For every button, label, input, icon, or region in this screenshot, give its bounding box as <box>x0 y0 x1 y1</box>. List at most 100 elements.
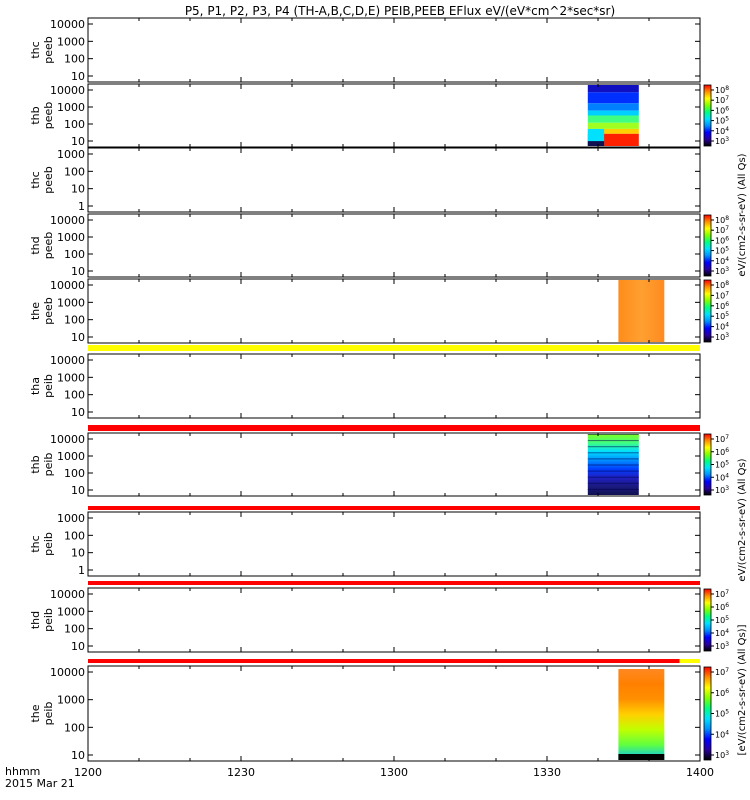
colorbar-tick-label: 107 <box>715 95 729 105</box>
y-tick-label: 10 <box>71 70 85 83</box>
spectrogram-cell <box>587 141 605 146</box>
status-bar-segment <box>88 345 700 351</box>
colorbar-tick-label: 107 <box>715 290 729 300</box>
y-tick-label: 10 <box>71 183 85 196</box>
y-tick-label: 100 <box>64 165 85 178</box>
colorbar-tick-label: 104 <box>715 322 729 332</box>
y-tick-label: 10 <box>71 331 85 344</box>
panel-frame <box>87 147 701 213</box>
spectrogram-line <box>587 458 639 460</box>
y-tick-label: 10 <box>71 406 85 419</box>
colorbar-title: [eV/(cm2-s-sr-eV) (All Qs)] <box>737 624 748 755</box>
colorbar-tick-label: 105 <box>715 311 729 321</box>
x-tick-labels: 1200 1230 1300 1330 1400 <box>74 766 714 779</box>
y-label-probe: the <box>29 302 42 320</box>
y-tick-label: 100 <box>64 623 85 636</box>
panel-frame <box>87 353 701 419</box>
spectrogram-cell <box>587 85 639 93</box>
y-tick-label: 10 <box>71 547 85 560</box>
spectrogram-cell <box>618 669 665 760</box>
panel-thb-peib: 10000 1000 100 10 thb peib 107 106 105 104 103 <box>29 432 729 510</box>
colorbar-tick-label: 104 <box>715 628 729 638</box>
y-tick-label: 100 <box>64 118 85 131</box>
status-bar-segment <box>88 425 700 431</box>
y-label-probe: thd <box>29 236 42 254</box>
colorbar-tick-label: 107 <box>715 667 729 677</box>
colorbar-tick-label: 104 <box>715 472 729 482</box>
colorbar-tick-label: 103 <box>715 266 729 276</box>
colorbar <box>703 666 712 761</box>
y-tick-label: 1000 <box>57 371 85 384</box>
spectrogram-line <box>587 482 639 484</box>
y-tick-label: 1000 <box>57 148 85 161</box>
colorbar-tick-label: 106 <box>715 105 729 115</box>
colorbar-tick-label: 106 <box>715 235 729 245</box>
status-bar-segment <box>88 659 680 663</box>
spectrogram-cell <box>587 110 639 116</box>
spectrogram-cell <box>618 280 665 342</box>
y-label-instrument: peib <box>42 608 55 632</box>
spectrogram-line <box>587 434 639 435</box>
colorbar-tick-label: 105 <box>715 116 729 126</box>
y-label-instrument: peeb <box>42 232 55 260</box>
y-tick-label: 1000 <box>57 605 85 618</box>
colorbar-tick-label: 108 <box>715 280 729 290</box>
y-tick-label: 10000 <box>50 214 85 227</box>
colorbar-tick-label: 105 <box>715 246 729 256</box>
colorbar-tick-label: 105 <box>715 460 729 470</box>
y-tick-label: 100 <box>64 389 85 402</box>
colorbar-tick-label: 103 <box>715 332 729 342</box>
colorbar-tick-label: 103 <box>715 485 729 495</box>
y-tick-label: 10 <box>71 640 85 653</box>
y-label-probe: thc <box>29 171 42 188</box>
y-tick-label: 100 <box>64 314 85 327</box>
colorbar <box>703 588 712 652</box>
y-tick-label: 10 <box>71 749 85 762</box>
y-label-probe: thc <box>29 41 42 58</box>
spectrogram-line <box>587 476 639 478</box>
y-tick-label: 10000 <box>50 588 85 601</box>
colorbar-tick-label: 103 <box>715 136 729 146</box>
spectrogram-cell <box>587 122 639 129</box>
colorbar-tick-label: 104 <box>715 126 729 136</box>
spectrogram-line <box>587 452 639 454</box>
y-tick-label: 100 <box>64 529 85 542</box>
panel-frame <box>87 511 701 577</box>
y-tick-label: 10000 <box>50 279 85 292</box>
colorbar <box>703 279 712 343</box>
y-tick-label: 1000 <box>57 450 85 463</box>
y-tick-label: 1000 <box>57 35 85 48</box>
spectrogram-cell <box>587 115 639 123</box>
y-tick-label: 10 <box>71 135 85 148</box>
x-tick-label: 1330 <box>533 766 561 779</box>
y-label-probe: tha <box>29 377 42 395</box>
panel-frame <box>87 665 701 762</box>
y-label-probe: thd <box>29 611 42 629</box>
spectrogram-cell <box>587 128 639 134</box>
y-tick-label: 1000 <box>57 101 85 114</box>
status-bar-segment <box>679 659 700 663</box>
status-bar-segment <box>88 581 700 585</box>
panel-the-peib: 10000 1000 100 10 the peib 107 106 105 104 103 <box>29 665 729 762</box>
colorbar-tick-label: 107 <box>715 225 729 235</box>
colorbar-tick-label: 108 <box>715 215 729 225</box>
colorbar-title: eV/(cm2-s-sr-eV) (All Qs) <box>737 153 748 276</box>
colorbar-tick-label: 106 <box>715 688 729 698</box>
y-label-instrument: peib <box>42 374 55 398</box>
colorbar-tick-label: 104 <box>715 256 729 266</box>
y-tick-label: 1000 <box>57 512 85 525</box>
y-label-instrument: peeb <box>42 36 55 64</box>
panel-thc-peib: 1000 100 10 1 thc peib <box>29 511 701 585</box>
x-tick-label: 1400 <box>686 766 714 779</box>
x-corner-label-hhmm: hhmm <box>5 765 40 778</box>
y-label-instrument: peib <box>42 702 55 726</box>
y-label-instrument: peib <box>42 453 55 477</box>
y-tick-label: 1 <box>78 200 85 213</box>
y-tick-label: 1000 <box>57 296 85 309</box>
colorbar-tick-label: 106 <box>715 447 729 457</box>
y-label-probe: thc <box>29 535 42 552</box>
